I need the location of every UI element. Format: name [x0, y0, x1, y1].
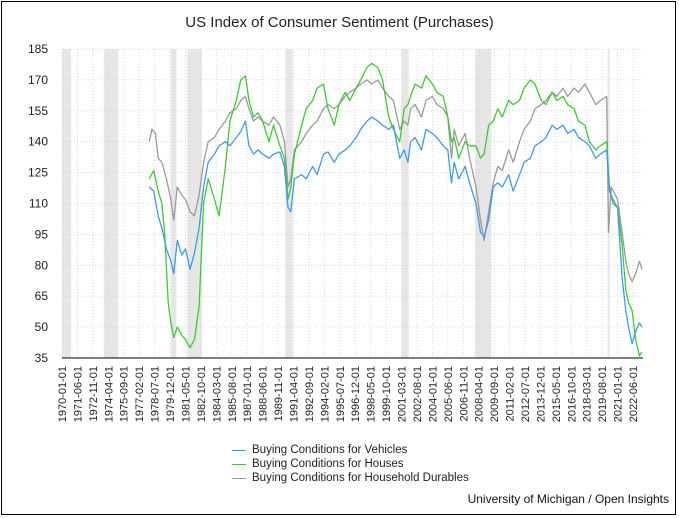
x-tick-label: 2012-07-01	[520, 366, 532, 422]
x-tick-label: 1978-07-01	[150, 366, 162, 422]
legend-swatch-vehicles	[232, 449, 246, 451]
legend-swatch-durables	[232, 477, 246, 479]
grid-lines	[61, 48, 643, 358]
y-tick-label: 80	[35, 258, 49, 272]
x-tick-label: 1999-10-01	[381, 366, 393, 422]
x-tick-label: 1977-02-01	[134, 366, 146, 422]
x-tick-label: 2006-11-01	[458, 366, 470, 421]
recession-band	[62, 49, 72, 358]
y-tick-label: 125	[28, 166, 48, 180]
x-tick-label: 1991-04-01	[288, 366, 300, 422]
x-tick-label: 1972-11-01	[88, 366, 100, 421]
recession-band	[475, 49, 492, 358]
x-tick-label: 1984-03-01	[211, 366, 223, 422]
legend-label-vehicles: Buying Conditions for Vehicles	[252, 444, 408, 456]
series-lines	[148, 62, 643, 357]
x-tick-label: 2016-10-01	[566, 366, 578, 422]
x-tick-label: 1985-08-01	[227, 366, 239, 422]
y-axis: 35 50 65 80 95 110 125 140 155 170 185	[28, 42, 48, 365]
x-tick-label: 1970-01-01	[57, 366, 69, 422]
x-tick-label: 1988-06-01	[258, 366, 270, 422]
x-tick-label: 1974-04-01	[103, 366, 115, 422]
x-tick-label: 1971-06-01	[72, 366, 84, 422]
legend-label-durables: Buying Conditions for Household Durables	[252, 472, 469, 484]
x-tick-label: 1994-02-01	[319, 366, 331, 422]
x-tick-label: 2009-09-01	[489, 366, 501, 422]
x-axis: 1970-01-01 1971-06-01 1972-11-01 1974-04-01…	[57, 366, 640, 422]
x-tick-label: 1987-01-01	[242, 366, 254, 422]
x-tick-label: 1992-09-01	[304, 366, 316, 422]
recession-band	[401, 49, 409, 358]
recession-band	[103, 49, 119, 358]
x-tick-label: 1981-05-01	[180, 366, 192, 422]
x-tick-label: 1998-05-01	[366, 366, 378, 422]
x-tick-label: 2011-02-01	[505, 366, 517, 421]
y-tick-label: 35	[35, 351, 49, 365]
x-tick-label: 2005-06-01	[443, 366, 455, 422]
series-line-1	[148, 62, 643, 357]
x-tick-label: 1996-12-01	[350, 366, 362, 422]
x-tick-label: 2021-01-01	[613, 366, 625, 422]
x-tick-label: 2008-04-01	[474, 366, 486, 422]
x-tick-label: 1982-10-01	[196, 366, 208, 422]
x-tick-label: 1989-11-01	[273, 366, 285, 421]
series-line-2	[148, 79, 643, 283]
x-tick-label: 2015-05-01	[551, 366, 563, 422]
legend-swatch-houses	[232, 463, 246, 465]
legend: Buying Conditions for Vehicles Buying Co…	[232, 443, 469, 485]
y-tick-label: 185	[28, 42, 48, 56]
legend-item-vehicles: Buying Conditions for Vehicles	[232, 443, 469, 457]
y-tick-label: 65	[35, 289, 49, 303]
chart-title: US Index of Consumer Sentiment (Purchase…	[185, 14, 494, 31]
y-tick-label: 170	[28, 73, 48, 87]
x-tick-label: 2004-01-01	[427, 366, 439, 422]
x-tick-label: 1995-07-01	[335, 366, 347, 422]
source-credit: University of Michigan / Open Insights	[467, 492, 669, 506]
legend-label-houses: Buying Conditions for Houses	[252, 458, 404, 470]
x-tick-label: 2013-12-01	[535, 366, 547, 422]
y-tick-label: 50	[35, 320, 49, 334]
y-tick-label: 110	[29, 197, 48, 211]
x-tick-label: 2018-03-01	[582, 366, 594, 422]
x-tick-label: 2001-03-01	[397, 366, 409, 422]
legend-item-houses: Buying Conditions for Houses	[232, 457, 469, 471]
x-tick-label: 2002-08-01	[412, 366, 424, 422]
legend-item-durables: Buying Conditions for Household Durables	[232, 471, 469, 485]
recession-band	[285, 49, 293, 358]
x-tick-label: 1975-09-01	[119, 366, 131, 422]
y-tick-label: 95	[35, 227, 49, 241]
y-tick-label: 140	[28, 135, 48, 149]
y-tick-label: 155	[28, 104, 48, 118]
x-tick-label: 2019-08-01	[597, 366, 609, 422]
series-line-0	[148, 116, 643, 345]
x-tick-label: 1979-12-01	[165, 366, 177, 422]
x-tick-label: 2022-06-01	[628, 366, 640, 422]
